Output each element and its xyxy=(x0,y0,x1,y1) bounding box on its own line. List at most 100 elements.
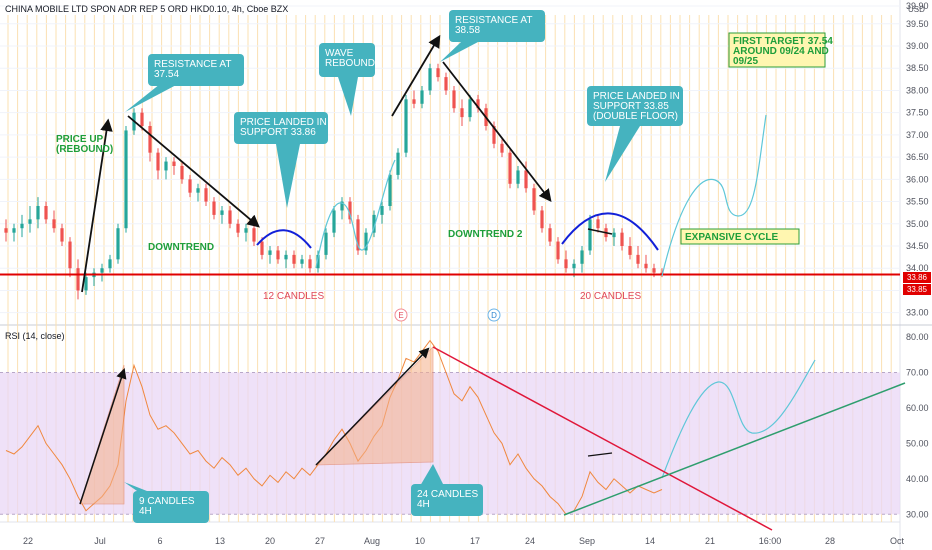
price-candle xyxy=(500,139,504,158)
candle-body xyxy=(492,126,496,144)
time-tick-label: Sep xyxy=(579,536,595,546)
price-candle xyxy=(276,246,280,264)
callout-resistance-1-line: 37.54 xyxy=(154,69,179,80)
price-candle xyxy=(412,90,416,109)
price-candle xyxy=(540,206,544,233)
candle-body xyxy=(412,99,416,104)
candle-body xyxy=(148,126,152,153)
candle-body xyxy=(36,206,40,220)
price-candle xyxy=(460,99,464,126)
price-candle xyxy=(76,259,80,300)
callout-support-2-line: PRICE LANDED IN xyxy=(593,91,680,102)
candle-body xyxy=(276,250,280,260)
wave-rebound-path xyxy=(315,159,396,269)
callout-wave-rebound-line: REBOUND xyxy=(325,58,375,69)
price-candle xyxy=(596,214,600,233)
mini-trendline-rsi xyxy=(587,452,613,457)
candle-body xyxy=(68,241,72,269)
price-tick-label: 35.00 xyxy=(906,219,929,229)
candle-body xyxy=(4,228,8,233)
price-candle xyxy=(12,223,16,242)
price-candle xyxy=(268,246,272,264)
price-candle xyxy=(44,201,48,224)
price-candle xyxy=(508,148,512,189)
price-candle xyxy=(188,174,192,198)
candle-body xyxy=(252,228,256,242)
callout-resistance-2-tail xyxy=(440,42,478,62)
candle-body xyxy=(76,268,80,291)
price-candle xyxy=(212,197,216,220)
candle-body xyxy=(212,201,216,215)
currency-label: USD xyxy=(908,5,925,14)
price-candle xyxy=(564,250,568,273)
price-candle xyxy=(364,228,368,255)
price-candle xyxy=(524,161,528,193)
event-marker-d xyxy=(487,308,501,322)
price-tick-label: 39.50 xyxy=(906,19,929,29)
rebound-arrow xyxy=(391,34,441,117)
price-tick-label: 37.50 xyxy=(906,108,929,118)
price-candle xyxy=(292,250,296,269)
candle-body xyxy=(244,228,248,233)
price-tick-label: 39.90 xyxy=(906,1,929,11)
candle-body xyxy=(84,277,88,291)
label-downtrend-1: DOWNTREND xyxy=(148,242,214,253)
target-box-line: FIRST TARGET 37.54 xyxy=(733,36,833,47)
candle-body xyxy=(44,206,48,220)
candle-body xyxy=(428,68,432,91)
price-candle xyxy=(308,254,312,273)
price-candle xyxy=(556,237,560,264)
time-tick-label: 28 xyxy=(825,536,835,546)
candle-body xyxy=(620,232,624,246)
rsi-tick-label: 70.00 xyxy=(906,368,929,378)
price-candle xyxy=(436,63,440,82)
time-tick-label: 21 xyxy=(705,536,715,546)
candle-body xyxy=(108,259,112,269)
candle-body xyxy=(516,170,520,184)
candle-body xyxy=(20,223,24,229)
candle-body xyxy=(508,152,512,184)
price-candle xyxy=(372,210,376,238)
candle-body xyxy=(436,68,440,78)
callout-support-1-line: PRICE LANDED IN xyxy=(240,117,327,128)
rsi-tick-label: 60.00 xyxy=(906,403,929,413)
callout-resistance-2-line: RESISTANCE AT xyxy=(455,15,532,26)
callout-support-2-box xyxy=(587,86,683,126)
candle-body xyxy=(396,152,400,175)
price-candle xyxy=(516,166,520,189)
candle-body xyxy=(60,228,64,242)
candle-body xyxy=(268,250,272,255)
candle-body xyxy=(172,161,176,166)
price-candle xyxy=(340,197,344,220)
price-tick-label: 34.50 xyxy=(906,241,929,251)
rsi-indicator-label: RSI (14, close) xyxy=(5,331,65,341)
label-price-up: PRICE UP xyxy=(56,134,104,145)
candle-body xyxy=(140,112,144,126)
candle-body xyxy=(356,219,360,251)
price-candle xyxy=(196,183,200,202)
candle-body xyxy=(420,90,424,104)
callout-wave-rebound-line: WAVE xyxy=(325,48,354,59)
price-up-arrow xyxy=(81,118,113,293)
price-tick-label: 36.50 xyxy=(906,152,929,162)
price-candle xyxy=(388,170,392,211)
candle-body xyxy=(124,130,128,229)
price-candle xyxy=(476,94,480,113)
price-candle xyxy=(52,210,56,233)
candle-body xyxy=(540,210,544,229)
candle-body xyxy=(532,188,536,211)
arc-support-1 xyxy=(256,229,312,249)
label-price-up: (REBOUND) xyxy=(56,144,113,155)
callout-rsi-24-box xyxy=(411,484,483,516)
candle-body xyxy=(548,228,552,242)
price-candle xyxy=(444,72,448,95)
time-tick-label: Aug xyxy=(364,536,380,546)
downtrend-arrow-2 xyxy=(442,61,552,202)
candle-body xyxy=(324,232,328,255)
candle-body xyxy=(228,210,232,224)
candle-body xyxy=(500,143,504,153)
